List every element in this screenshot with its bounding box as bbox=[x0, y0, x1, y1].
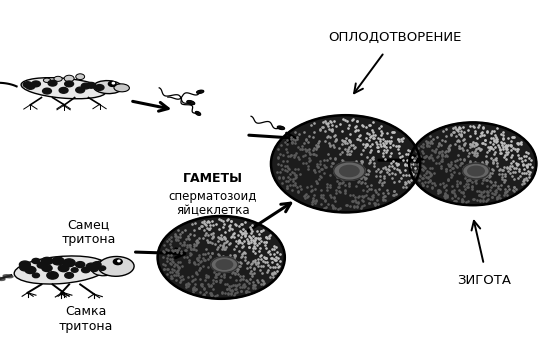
Circle shape bbox=[90, 266, 98, 271]
Circle shape bbox=[76, 87, 85, 93]
Circle shape bbox=[81, 83, 90, 89]
Circle shape bbox=[82, 267, 90, 273]
Circle shape bbox=[19, 261, 30, 268]
Circle shape bbox=[99, 266, 106, 270]
Circle shape bbox=[32, 81, 40, 87]
Circle shape bbox=[52, 257, 64, 265]
Circle shape bbox=[26, 84, 35, 89]
Circle shape bbox=[86, 263, 96, 270]
Circle shape bbox=[65, 81, 74, 87]
Ellipse shape bbox=[211, 257, 238, 273]
Ellipse shape bbox=[76, 74, 85, 80]
Circle shape bbox=[47, 272, 58, 279]
Ellipse shape bbox=[340, 165, 359, 177]
Circle shape bbox=[71, 268, 78, 272]
Text: ЗИГОТА: ЗИГОТА bbox=[457, 274, 511, 287]
Ellipse shape bbox=[43, 78, 50, 82]
Circle shape bbox=[33, 273, 39, 278]
Circle shape bbox=[409, 122, 536, 205]
Ellipse shape bbox=[3, 275, 13, 278]
Circle shape bbox=[271, 115, 420, 212]
Circle shape bbox=[118, 260, 120, 262]
Circle shape bbox=[59, 87, 68, 93]
Circle shape bbox=[63, 259, 75, 267]
Ellipse shape bbox=[468, 166, 484, 176]
Ellipse shape bbox=[14, 256, 107, 284]
Ellipse shape bbox=[98, 256, 134, 276]
Ellipse shape bbox=[64, 75, 74, 82]
Ellipse shape bbox=[216, 260, 233, 269]
Circle shape bbox=[23, 82, 32, 87]
Ellipse shape bbox=[278, 126, 284, 130]
Circle shape bbox=[32, 258, 40, 264]
Circle shape bbox=[20, 264, 30, 271]
Ellipse shape bbox=[91, 261, 116, 276]
Circle shape bbox=[113, 259, 122, 265]
Circle shape bbox=[37, 262, 46, 268]
Circle shape bbox=[42, 265, 52, 271]
Circle shape bbox=[25, 266, 36, 274]
Ellipse shape bbox=[197, 90, 204, 93]
Ellipse shape bbox=[333, 162, 365, 180]
Circle shape bbox=[58, 265, 69, 272]
Ellipse shape bbox=[93, 81, 122, 94]
Circle shape bbox=[48, 80, 57, 86]
Circle shape bbox=[41, 257, 53, 265]
Circle shape bbox=[108, 81, 116, 86]
Circle shape bbox=[95, 85, 104, 90]
Text: яйцеклетка: яйцеклетка bbox=[176, 204, 250, 217]
Ellipse shape bbox=[0, 278, 5, 280]
Text: Самка
тритона: Самка тритона bbox=[59, 305, 113, 333]
Text: ОПЛОДОТВОРЕНИЕ: ОПЛОДОТВОРЕНИЕ bbox=[328, 31, 462, 44]
Circle shape bbox=[112, 82, 114, 84]
Circle shape bbox=[65, 273, 74, 278]
Ellipse shape bbox=[195, 112, 201, 115]
Ellipse shape bbox=[54, 76, 62, 81]
Circle shape bbox=[92, 262, 101, 267]
Ellipse shape bbox=[463, 163, 489, 179]
Ellipse shape bbox=[21, 78, 106, 99]
Text: Самец
тритона: Самец тритона bbox=[61, 218, 116, 246]
Circle shape bbox=[76, 262, 85, 267]
Circle shape bbox=[158, 216, 285, 299]
Circle shape bbox=[43, 88, 51, 94]
Ellipse shape bbox=[187, 101, 195, 104]
Circle shape bbox=[87, 82, 96, 88]
Text: ГАМЕТЫ: ГАМЕТЫ bbox=[183, 172, 243, 185]
Ellipse shape bbox=[114, 84, 129, 92]
Text: сперматозоид: сперматозоид bbox=[169, 190, 257, 203]
